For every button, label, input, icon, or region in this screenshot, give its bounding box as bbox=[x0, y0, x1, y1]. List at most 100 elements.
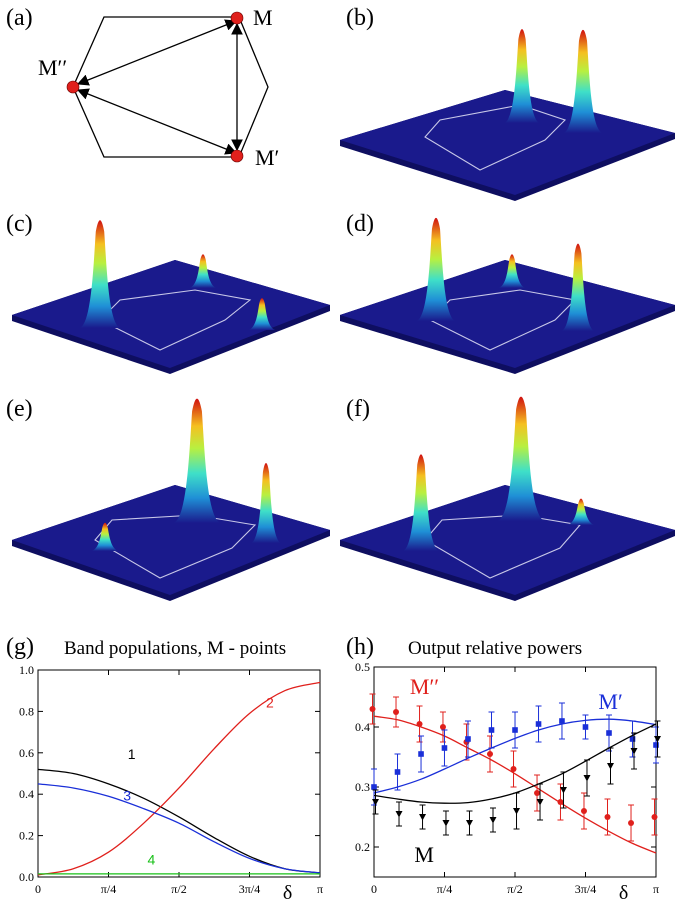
data-point bbox=[559, 787, 567, 794]
x-tick-label: π/2 bbox=[507, 882, 522, 896]
panel-e-label: (e) bbox=[6, 396, 33, 422]
node-mpp bbox=[66, 80, 80, 94]
y-tick-label: 0.2 bbox=[19, 829, 34, 843]
intensity-peak bbox=[567, 498, 595, 525]
data-point bbox=[439, 724, 446, 730]
data-point bbox=[557, 799, 564, 805]
data-point bbox=[629, 736, 636, 742]
chart-g: 0 π/4 π/2 3π/4 π 0.0 0.2 0.4 0.6 0.8 1.0 δ 1 2 3 4 bbox=[19, 663, 323, 903]
node-m bbox=[230, 11, 244, 25]
y-tick-label: 0.2 bbox=[355, 840, 370, 854]
plot-frame bbox=[37, 669, 321, 878]
data-point bbox=[393, 709, 400, 715]
x-axis-label: δ bbox=[619, 882, 628, 903]
intensity-peak bbox=[251, 463, 281, 543]
series-label: M bbox=[414, 842, 434, 867]
series-label: M′′ bbox=[410, 674, 439, 699]
intensity-peak bbox=[563, 29, 603, 133]
data-point bbox=[465, 736, 471, 742]
intensity-peak bbox=[79, 220, 121, 328]
panel-h-title: Output relative powers bbox=[408, 638, 583, 659]
data-point bbox=[534, 790, 541, 796]
y-tick-label: 0.4 bbox=[355, 720, 370, 734]
data-point bbox=[536, 799, 544, 806]
data-point bbox=[416, 721, 423, 727]
data-point bbox=[604, 814, 611, 820]
data-point bbox=[371, 784, 377, 790]
data-point bbox=[488, 727, 495, 733]
x-tick-label: π bbox=[653, 882, 659, 896]
y-tick-label: 0.8 bbox=[19, 704, 34, 718]
panel-g-title: Band populations, M - points bbox=[64, 638, 287, 659]
x-tick-label: π/4 bbox=[101, 882, 116, 896]
panel-b-label: (b) bbox=[346, 5, 374, 31]
data-point bbox=[395, 811, 403, 818]
series-line-3 bbox=[37, 783, 321, 874]
data-point bbox=[651, 814, 658, 820]
data-point bbox=[582, 724, 589, 730]
data-point bbox=[583, 775, 591, 782]
surface-hexagon bbox=[99, 289, 252, 351]
series-label: M′ bbox=[598, 689, 622, 714]
intensity-peak bbox=[497, 396, 545, 521]
series-line-1 bbox=[37, 768, 321, 874]
y-tick-label: 1.0 bbox=[19, 663, 34, 677]
surface-hexagon bbox=[94, 514, 257, 579]
intensity-peak bbox=[498, 254, 526, 288]
panel-a-label: (a) bbox=[6, 5, 33, 31]
data-point bbox=[512, 727, 518, 733]
node-mpp-label: M′′ bbox=[38, 55, 67, 80]
y-tick-label: 0.4 bbox=[19, 787, 34, 801]
data-point bbox=[489, 817, 497, 824]
data-point bbox=[606, 730, 612, 736]
data-point bbox=[372, 799, 379, 806]
data-point bbox=[607, 763, 615, 770]
arrow-mpp-to-mp bbox=[76, 88, 238, 155]
x-tick-label: 0 bbox=[371, 882, 377, 896]
x-tick-label: 3π/4 bbox=[239, 882, 260, 896]
y-tick-label: 0.3 bbox=[355, 780, 370, 794]
series-label-1: 1 bbox=[128, 746, 136, 762]
panel-g-label: (g) bbox=[6, 634, 34, 660]
intensity-peak bbox=[189, 254, 217, 288]
x-axis-label: δ bbox=[283, 882, 292, 903]
surface-panel-e bbox=[12, 398, 330, 601]
data-point bbox=[394, 769, 401, 775]
data-point bbox=[628, 820, 635, 826]
arrow-m-to-mpp bbox=[76, 19, 238, 86]
x-tick-label: 0 bbox=[35, 882, 41, 896]
data-point bbox=[441, 745, 448, 751]
data-point bbox=[630, 748, 638, 755]
data-point bbox=[442, 820, 450, 827]
surface-panel-b bbox=[340, 29, 675, 201]
fit-line bbox=[373, 715, 657, 854]
node-m-label: M bbox=[253, 5, 273, 30]
surface-plate bbox=[12, 485, 330, 595]
x-tick-label: π bbox=[317, 882, 323, 896]
intensity-peak bbox=[416, 217, 456, 321]
node-mp bbox=[230, 149, 244, 163]
data-point bbox=[535, 721, 542, 727]
series-label-4: 4 bbox=[148, 852, 156, 868]
data-point bbox=[559, 718, 565, 724]
series-line-2 bbox=[37, 681, 321, 876]
surface-panel-d bbox=[340, 217, 675, 374]
surface-hexagon bbox=[424, 104, 567, 171]
data-point bbox=[653, 742, 659, 748]
intensity-peak bbox=[248, 298, 276, 330]
chart-h: 0 π/4 π/2 3π/4 π 0.2 0.3 0.4 0.5 δ M′′ M′ M bbox=[355, 660, 661, 903]
node-mp-label: M′ bbox=[255, 145, 279, 170]
panel-c-label: (c) bbox=[6, 211, 33, 237]
intensity-peak bbox=[561, 243, 595, 331]
data-point bbox=[419, 814, 427, 821]
surface-panel-c bbox=[12, 220, 330, 374]
intensity-peak bbox=[402, 454, 440, 551]
x-tick-label: π/4 bbox=[437, 882, 452, 896]
surface-panel-f bbox=[340, 396, 675, 601]
y-tick-label: 0.0 bbox=[19, 870, 34, 884]
surface-plate bbox=[340, 260, 675, 368]
y-tick-label: 0.6 bbox=[19, 746, 34, 760]
